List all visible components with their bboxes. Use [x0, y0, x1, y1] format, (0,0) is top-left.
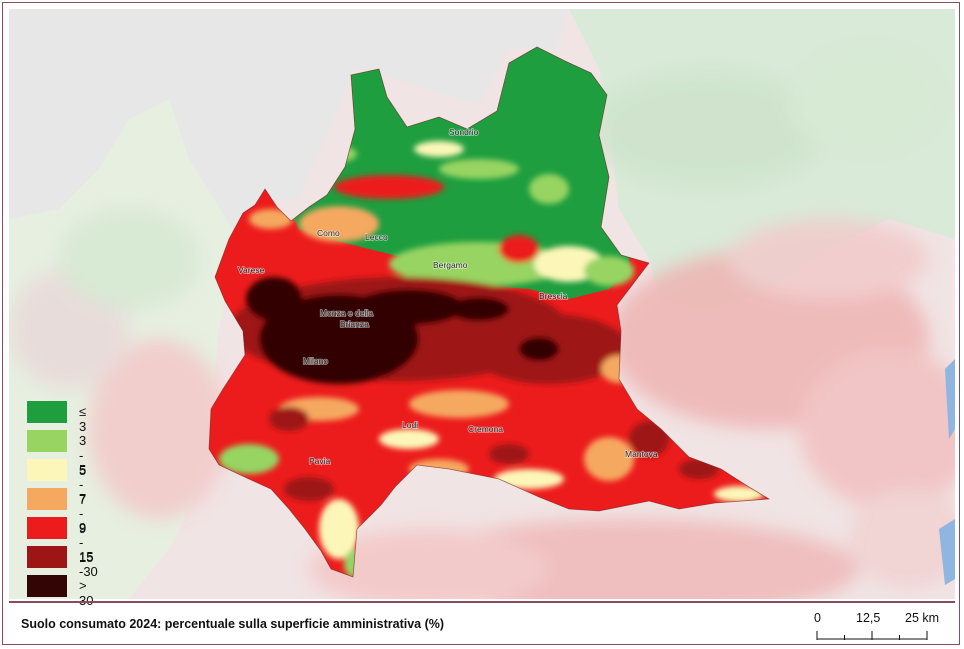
choropleth-map: Sondrio Como Lecco Bergamo Varese Monza … — [9, 9, 955, 599]
city-label-monza-line2: Brianza — [340, 319, 369, 329]
scale-bar: 0 12,5 25 km — [809, 609, 949, 643]
city-label-pavia: Pavia — [309, 456, 331, 466]
scale-label-0: 0 — [814, 611, 821, 625]
legend-label: 5 - 7 — [79, 462, 87, 507]
legend-label: 9 - 15 — [79, 520, 94, 565]
scale-bar-graphic — [816, 631, 928, 640]
legend-label: 3 - 5 — [79, 433, 87, 478]
city-label-como: Como — [317, 228, 340, 238]
city-labels: Sondrio Como Lecco Bergamo Varese Monza … — [237, 126, 658, 467]
city-label-sondrio: Sondrio — [449, 127, 479, 137]
legend-swatch — [27, 430, 67, 452]
city-label-varese: Varese — [238, 265, 265, 275]
legend-label: 15 -30 — [79, 549, 98, 579]
neighbor-region-switzerland — [9, 9, 569, 239]
lake-south — [939, 519, 955, 585]
scale-label-end: 25 km — [905, 611, 940, 625]
city-label-cremona: Cremona — [468, 424, 503, 434]
city-label-milano: Milano — [303, 356, 328, 366]
region-outline — [208, 46, 771, 578]
city-label-lodi: Lodi — [402, 420, 418, 430]
scale-label-mid: 12,5 — [856, 611, 881, 625]
legend-swatch — [27, 401, 67, 423]
city-label-monza-line1: Monza e della — [320, 308, 373, 318]
map-footer: Suolo consumato 2024: percentuale sulla … — [9, 601, 955, 645]
legend-swatch — [27, 488, 67, 510]
legend-swatch — [27, 546, 67, 568]
legend-label: ≤ 3 — [79, 404, 87, 434]
legend-swatch — [27, 459, 67, 481]
map-caption: Suolo consumato 2024: percentuale sulla … — [21, 617, 445, 631]
city-label-lecco: Lecco — [365, 232, 388, 242]
legend-swatch — [27, 517, 67, 539]
city-label-bergamo: Bergamo — [433, 260, 468, 270]
map-canvas: Sondrio Como Lecco Bergamo Varese Monza … — [9, 9, 955, 599]
lake-garda — [945, 359, 955, 439]
legend-swatch — [27, 575, 67, 597]
surroundings-texture — [9, 39, 955, 599]
legend-label: > 30 — [79, 578, 94, 608]
legend-label: 7 - 9 — [79, 491, 87, 536]
mixed-transition-zone — [219, 141, 764, 577]
city-label-mantova: Mantova — [625, 449, 658, 459]
city-label-brescia: Brescia — [539, 291, 568, 301]
